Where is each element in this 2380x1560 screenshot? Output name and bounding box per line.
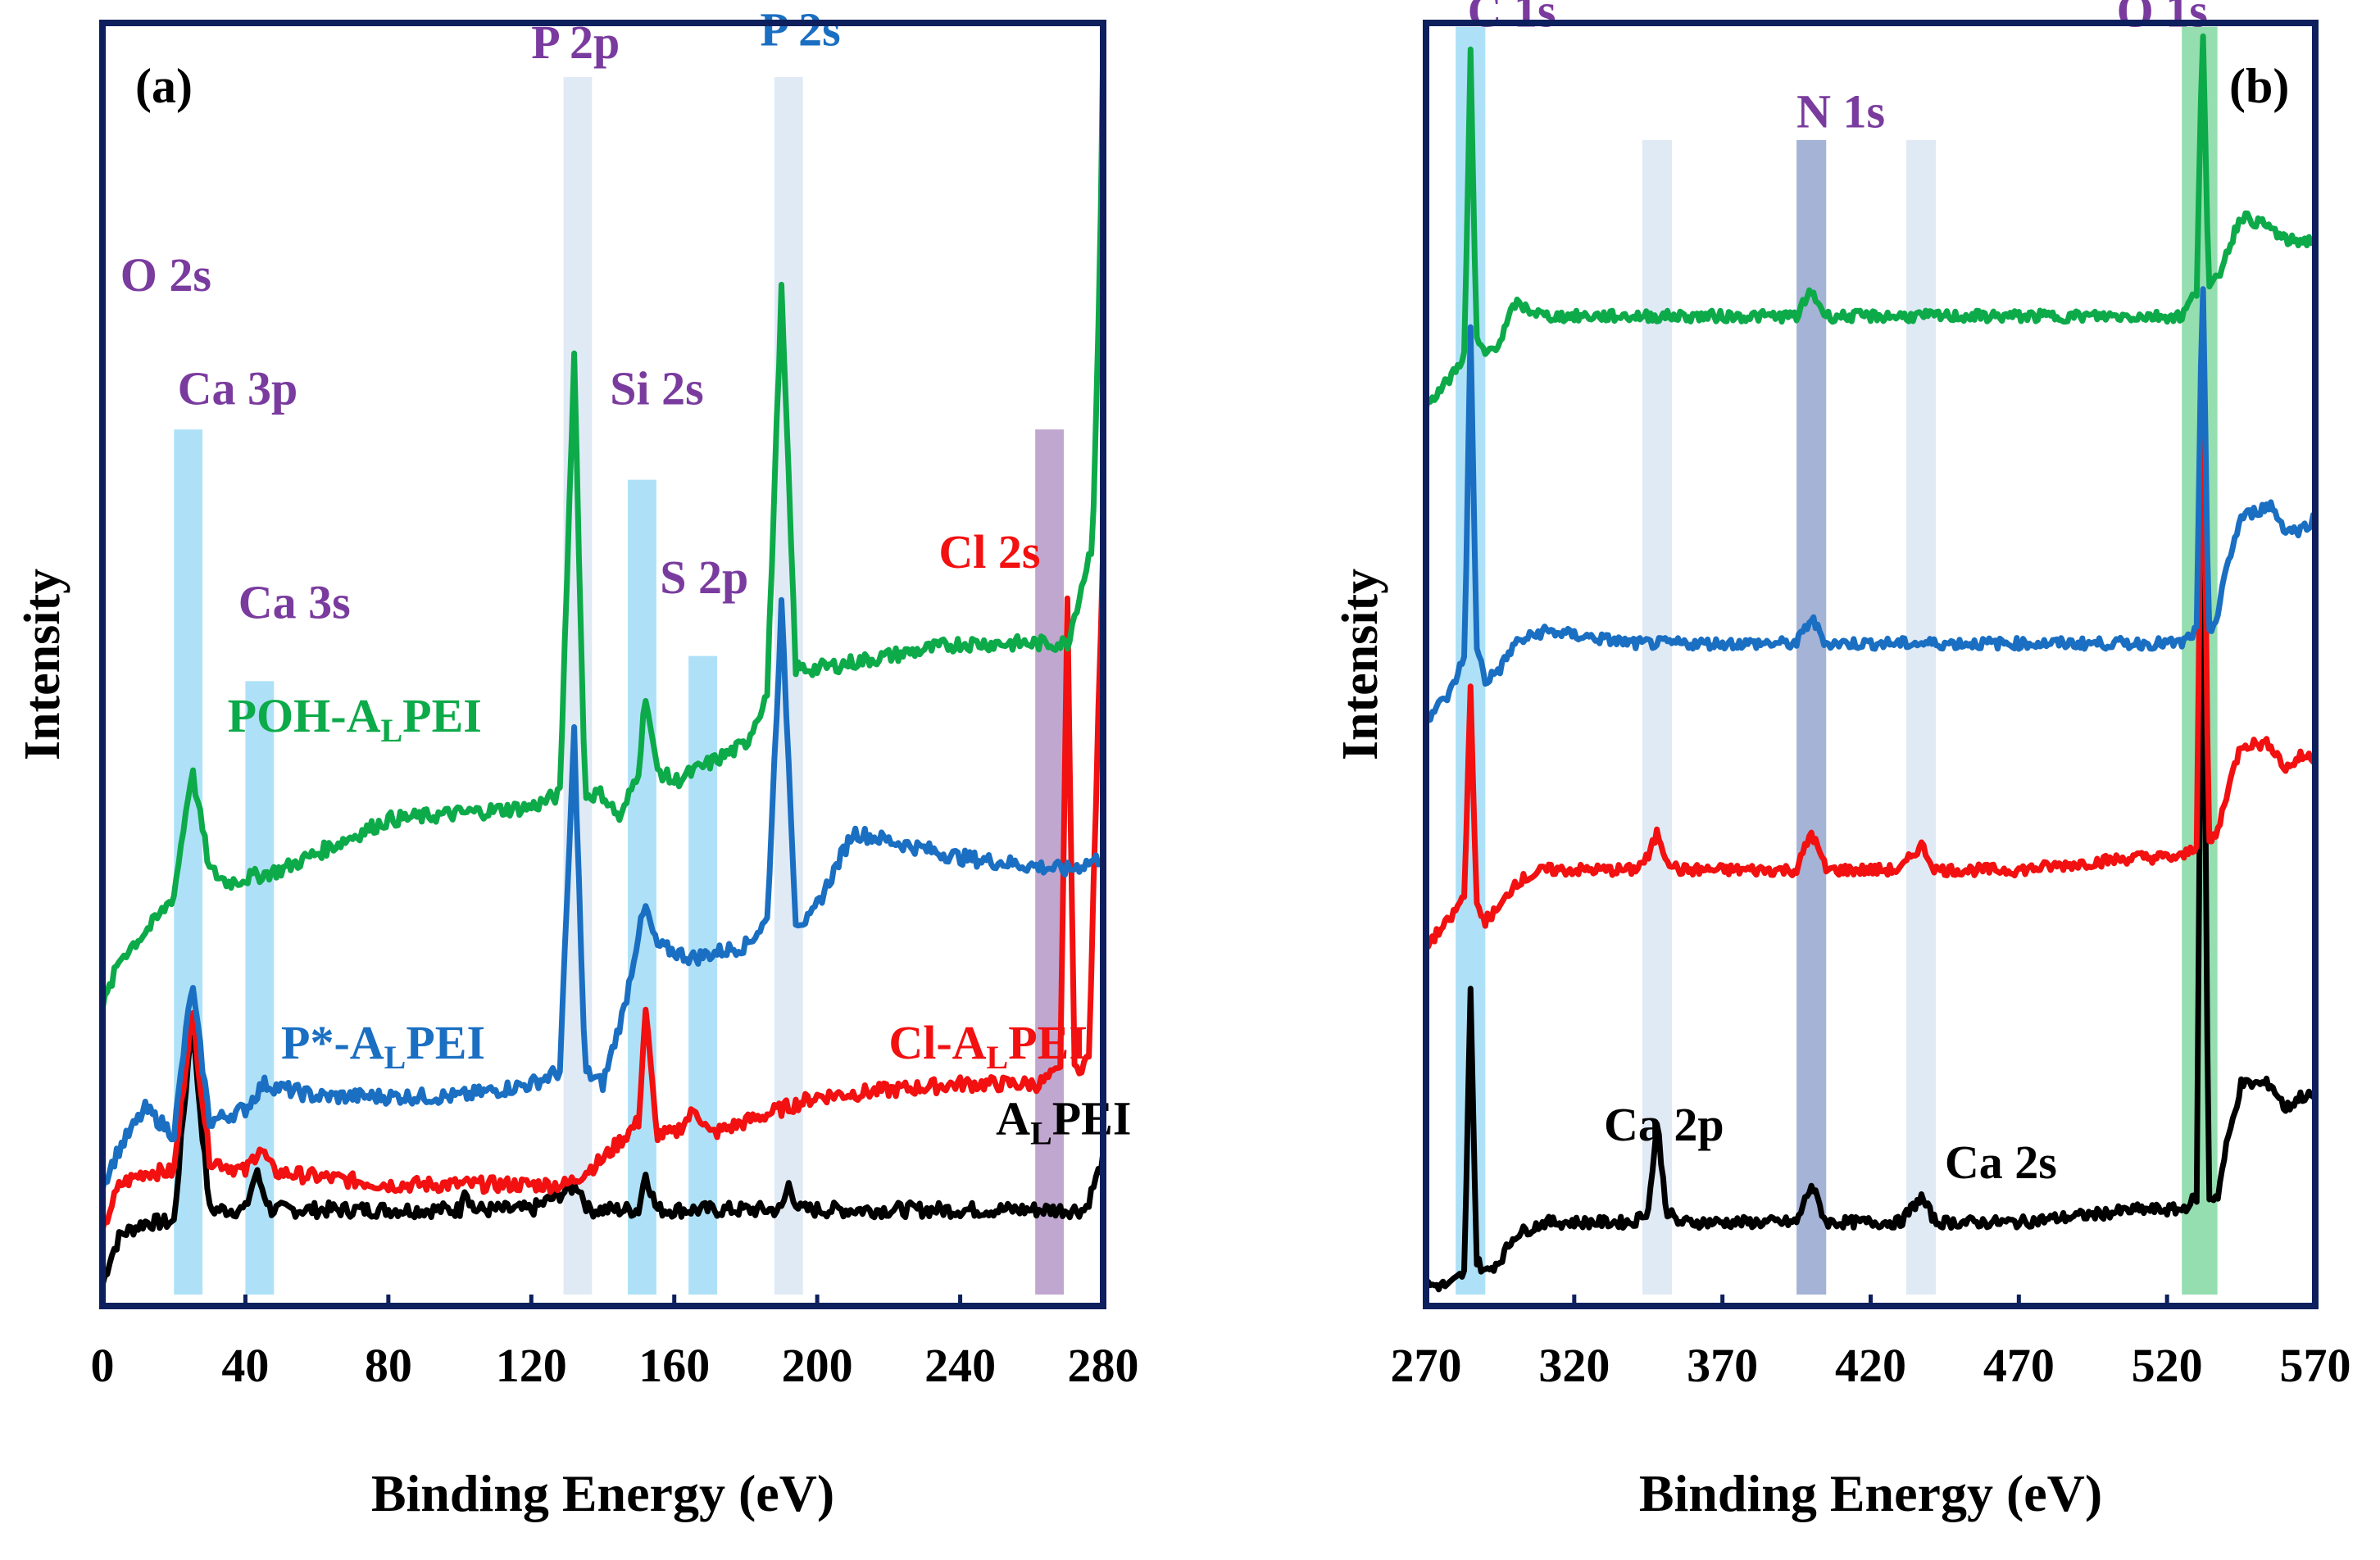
y-axis-label: Intensity	[15, 569, 70, 760]
series-line-2	[1423, 351, 2319, 950]
peak-band	[563, 77, 593, 1295]
peak-label: Ca 2p	[1604, 1098, 1724, 1151]
x-tick-label: 370	[1687, 1339, 1758, 1392]
series-label: P*-ALPEI	[281, 1016, 485, 1076]
series-line-3	[1424, 286, 2316, 725]
peak-band	[1796, 139, 1827, 1295]
x-tick-label: 200	[782, 1339, 853, 1392]
peak-label: O 2s	[120, 248, 211, 302]
series-line-4	[1423, 33, 2318, 410]
panel-b: C 1s N 1s O 1s Ca 2p Ca 2s 270 320 370 420 470 52…	[1333, 0, 2351, 1522]
spectra-series	[1423, 33, 2319, 1293]
x-tick-label: 240	[924, 1339, 996, 1392]
x-tick-label: 280	[1068, 1339, 1139, 1392]
peak-band	[1642, 139, 1673, 1295]
peak-label: C 1s	[1468, 0, 1556, 38]
x-tick-label: 470	[1983, 1339, 2055, 1392]
peak-label: Cl 2s	[938, 525, 1040, 578]
x-axis-ticks: 0 40 80 120 160 200 240 280	[91, 1295, 1139, 1392]
peak-label: Ca 2s	[1945, 1136, 2057, 1189]
peak-label: Si 2s	[610, 361, 703, 415]
x-axis-ticks: 270 320 370 420 470 520 570	[1391, 1295, 2351, 1392]
panel-label: (a)	[135, 59, 193, 113]
x-tick-label: 40	[221, 1339, 269, 1392]
peak-label: Ca 3p	[178, 361, 298, 415]
series-label: Cl-ALPEI	[888, 1016, 1088, 1076]
x-axis-label: Binding Energy (eV)	[1639, 1464, 2102, 1522]
peak-label: N 1s	[1796, 85, 1885, 138]
peak-band	[1905, 139, 1937, 1295]
x-tick-label: 420	[1835, 1339, 1906, 1392]
peak-label: Ca 3s	[238, 576, 351, 629]
series-line-1	[99, 1034, 1106, 1286]
x-tick-label: 520	[2132, 1339, 2203, 1392]
plot-frame	[99, 20, 1106, 1309]
x-tick-label: 270	[1391, 1339, 1462, 1392]
series-line-1	[1423, 519, 2317, 1293]
x-tick-label: 120	[496, 1339, 567, 1392]
peak-label: S 2p	[660, 551, 748, 604]
x-tick-label: 160	[638, 1339, 710, 1392]
x-tick-label: 0	[91, 1339, 115, 1392]
peak-label: P 2s	[760, 3, 840, 57]
series-line-3	[99, 596, 1104, 1190]
x-axis-label: Binding Energy (eV)	[371, 1464, 834, 1522]
peak-band	[688, 655, 718, 1295]
x-tick-label: 80	[365, 1339, 412, 1392]
peak-bands	[174, 77, 1065, 1295]
y-axis-label: Intensity	[1333, 569, 1388, 760]
x-tick-label: 320	[1538, 1339, 1610, 1392]
series-label: ALPEI	[996, 1091, 1131, 1151]
series-labels: ALPEI Cl-ALPEI P*-ALPEI POH-ALPEI	[228, 689, 1132, 1152]
series-line-2	[99, 546, 1106, 1231]
series-line-4	[99, 42, 1106, 1010]
spectra-series	[99, 42, 1106, 1286]
series-label: POH-ALPEI	[228, 689, 482, 749]
peak-annotations: C 1s N 1s O 1s Ca 2p Ca 2s	[1468, 0, 2208, 1189]
peak-label: O 1s	[2117, 0, 2208, 38]
panel-label: (b)	[2229, 59, 2289, 113]
peak-band	[628, 479, 656, 1295]
x-tick-label: 570	[2280, 1339, 2351, 1392]
